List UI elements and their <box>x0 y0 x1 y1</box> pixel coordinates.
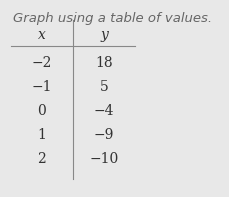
Text: 1: 1 <box>37 128 46 142</box>
Text: 5: 5 <box>99 80 108 94</box>
Text: 0: 0 <box>37 104 46 118</box>
Text: x: x <box>38 28 45 42</box>
Text: 2: 2 <box>37 152 46 166</box>
Text: 18: 18 <box>95 56 112 70</box>
Text: −10: −10 <box>89 152 118 166</box>
Text: −4: −4 <box>93 104 114 118</box>
Text: −9: −9 <box>93 128 114 142</box>
Text: y: y <box>100 28 107 42</box>
Text: Graph using a table of values.: Graph using a table of values. <box>12 12 211 25</box>
Text: −1: −1 <box>31 80 52 94</box>
Text: −2: −2 <box>31 56 52 70</box>
